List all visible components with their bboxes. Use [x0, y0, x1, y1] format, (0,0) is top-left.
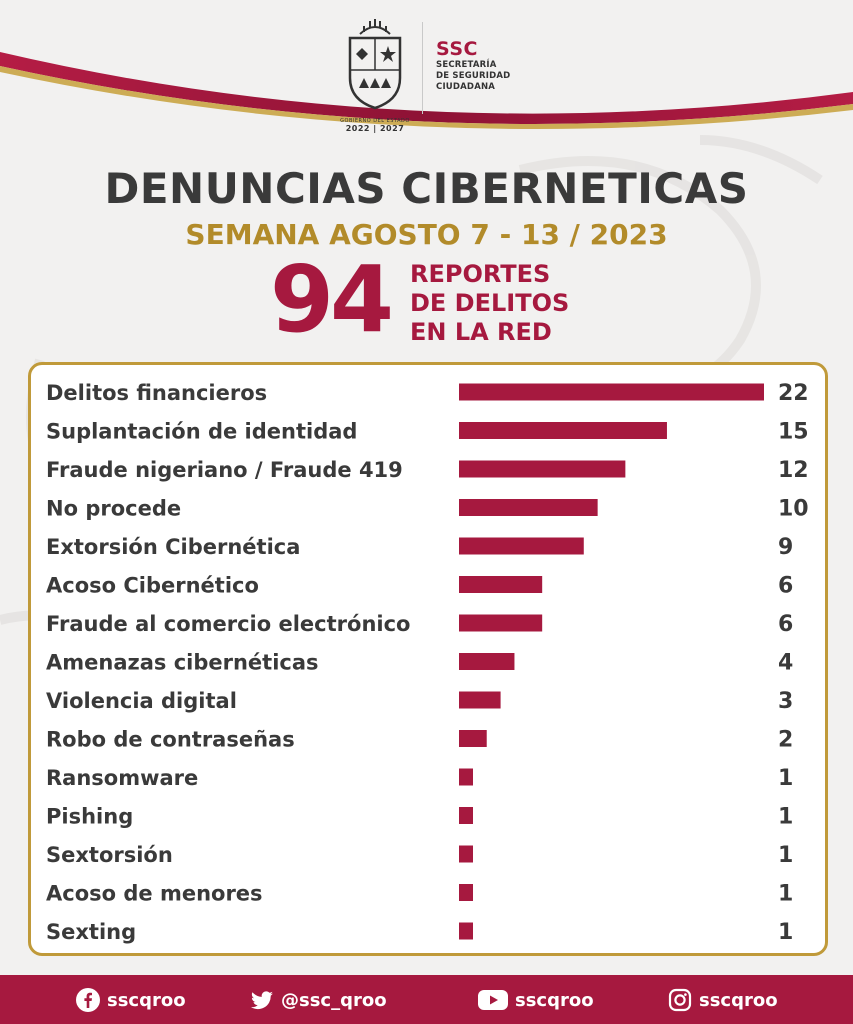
- value-label: 12: [778, 458, 809, 483]
- bar: [459, 845, 473, 863]
- page-title: DENUNCIAS CIBERNETICAS: [104, 164, 749, 213]
- bar: [459, 537, 584, 555]
- category-label: Sexting: [46, 920, 136, 944]
- bar: [459, 614, 543, 632]
- header-swoosh: [0, 52, 853, 130]
- total-label-line-2: DE DELITOS: [410, 289, 570, 317]
- category-label: No procede: [46, 497, 181, 521]
- bar: [459, 460, 626, 478]
- instagram-handle: sscqroo: [699, 989, 778, 1011]
- category-label: Fraude nigeriano / Fraude 419: [46, 458, 403, 482]
- value-label: 1: [778, 805, 793, 830]
- logo-divider: [422, 22, 423, 114]
- chart-panel: [28, 362, 828, 956]
- bar: [459, 884, 473, 901]
- category-label: Ransomware: [46, 766, 198, 790]
- bar: [459, 730, 487, 747]
- state-crest-icon: [348, 19, 402, 110]
- category-label: Acoso de menores: [46, 882, 263, 906]
- bar: [459, 922, 473, 940]
- value-label: 9: [778, 535, 793, 560]
- value-label: 1: [778, 766, 793, 791]
- instagram-icon: [668, 988, 692, 1012]
- value-label: 6: [778, 574, 793, 599]
- bar: [459, 499, 598, 516]
- twitter-icon: [251, 991, 273, 1010]
- value-label: 10: [778, 497, 809, 522]
- agency-logo: SSC SECRETARÍA DE SEGURIDAD CIUDADANA: [436, 38, 510, 93]
- value-label: 2: [778, 728, 793, 753]
- total-label-line-3: EN LA RED: [410, 318, 552, 346]
- bar: [459, 383, 764, 401]
- crest-caption-top: GOBIERNO DEL ESTADO: [340, 118, 410, 124]
- value-label: 4: [778, 651, 793, 676]
- total-reports-label: REPORTES DE DELITOS EN LA RED: [410, 260, 569, 347]
- value-label: 22: [778, 381, 809, 406]
- youtube-icon: [478, 990, 508, 1010]
- category-label: Amenazas cibernéticas: [46, 651, 319, 675]
- header-logos: GOBIERNO DEL ESTADO 2022 | 2027 SSC SECR…: [340, 18, 540, 133]
- social-youtube[interactable]: sscqroo: [478, 988, 594, 1012]
- category-label: Fraude al comercio electrónico: [46, 612, 410, 636]
- category-label: Pishing: [46, 805, 133, 829]
- facebook-icon: [76, 988, 100, 1012]
- category-label: Extorsión Cibernética: [46, 535, 300, 559]
- page-subtitle: SEMANA AGOSTO 7 - 13 / 2023: [185, 218, 668, 251]
- crest-caption-years: 2022 | 2027: [345, 124, 405, 133]
- agency-line-1: SECRETARÍA: [436, 60, 497, 70]
- category-label: Acoso Cibernético: [46, 574, 259, 598]
- bar: [459, 422, 667, 439]
- bar: [459, 807, 473, 824]
- value-label: 1: [778, 843, 793, 868]
- value-label: 6: [778, 612, 793, 637]
- social-facebook[interactable]: sscqroo: [76, 988, 186, 1012]
- crest-caption: GOBIERNO DEL ESTADO 2022 | 2027: [340, 118, 410, 133]
- category-label: Robo de contraseñas: [46, 728, 295, 752]
- bar: [459, 768, 473, 786]
- bar: [459, 576, 543, 593]
- footer-bar: [0, 975, 853, 1024]
- value-label: 15: [778, 420, 809, 445]
- social-twitter[interactable]: @ssc_qroo: [250, 988, 387, 1012]
- agency-short: SSC: [436, 38, 478, 60]
- agency-line-3: CIUDADANA: [436, 82, 496, 92]
- category-label: Delitos financieros: [46, 381, 267, 405]
- agency-line-2: DE SEGURIDAD: [436, 71, 511, 81]
- category-label: Suplantación de identidad: [46, 420, 357, 444]
- category-label: Sextorsión: [46, 843, 173, 867]
- total-reports-number: 94: [270, 246, 394, 353]
- total-label-line-1: REPORTES: [410, 260, 551, 288]
- value-label: 1: [778, 882, 793, 907]
- category-label: Violencia digital: [46, 689, 237, 713]
- bar: [459, 691, 501, 709]
- value-label: 3: [778, 689, 793, 714]
- social-instagram[interactable]: sscqroo: [668, 988, 778, 1012]
- value-label: 1: [778, 920, 793, 945]
- bar: [459, 653, 515, 670]
- youtube-handle: sscqroo: [515, 989, 594, 1011]
- twitter-handle: @ssc_qroo: [281, 989, 387, 1011]
- facebook-handle: sscqroo: [107, 989, 186, 1011]
